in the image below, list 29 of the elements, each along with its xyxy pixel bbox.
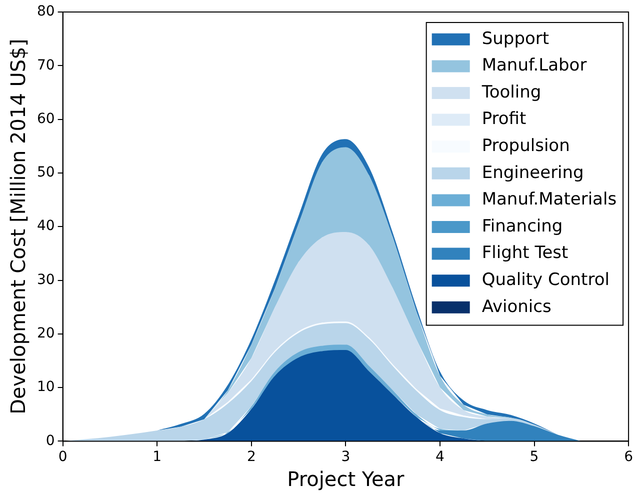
x-tick-label: 5 [530,449,539,466]
legend-label: Tooling [480,82,542,102]
y-tick-label: 70 [36,57,55,74]
x-tick-label: 3 [341,449,350,466]
y-tick-label: 60 [36,110,55,127]
legend-label: Avionics [482,296,552,317]
legend-label: Financing [482,216,563,236]
y-tick-label: 20 [36,326,55,342]
legend-label: Support [482,28,550,49]
x-tick-label: 1 [152,449,162,466]
x-tick-label: 6 [624,449,634,466]
y-tick-label: 10 [36,379,55,396]
y-tick-label: 40 [36,218,55,234]
legend-label: Manuf.Materials [482,190,617,210]
y-tick-label: 50 [36,164,55,181]
x-tick-label: 2 [246,449,256,466]
y-tick-label: 30 [36,272,55,288]
y-tick-label: 80 [36,4,55,20]
x-tick-label: 4 [436,449,445,466]
y-tick-label: 0 [46,432,55,449]
x-tick-label: 0 [58,449,68,466]
legend-label: Propulsion [482,136,570,156]
legend-label: Profit [482,109,527,130]
legend-label: Engineering [482,162,584,183]
legend-label: Manuf.Labor [482,56,587,76]
y-axis-title: Development Cost [Million 2014 US$] [6,38,30,414]
legend-label: Flight Test [482,243,569,264]
legend-label: Quality Control [482,270,610,290]
x-axis-title: Project Year [287,467,406,492]
